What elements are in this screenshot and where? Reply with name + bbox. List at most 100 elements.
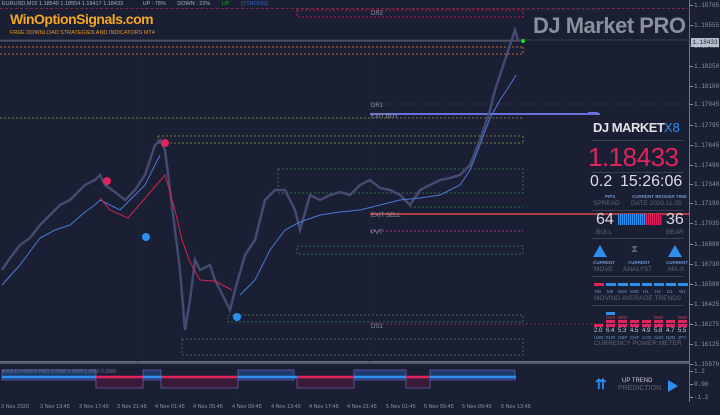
bear-bar (646, 214, 662, 225)
cpm-jpy-value: 5.5 (678, 328, 687, 334)
divider (592, 305, 684, 306)
ma-x-up-icon (668, 245, 682, 257)
down-percent: DOWN : 22% (177, 1, 211, 7)
spread-label: SPREAD (593, 200, 620, 207)
time-tick: 4 Nov 17:45 (309, 404, 339, 410)
chart-info-bar: EURUSD,M15 1.18540 1.18554 1.18417 1.184… (2, 1, 278, 7)
histogram-subwindow[interactable]: WAS DJ HISTO PRO 1.0000 1.0000 1.0000 0.… (0, 362, 690, 402)
bear-label: BEAR (666, 229, 684, 236)
price-axis[interactable]: 1.18705 1.18555 1.18400 1.18250 1.18100 … (689, 0, 720, 415)
level-pvt: PVT (371, 230, 383, 236)
time-tick: 3 Nov 17:45 (79, 404, 109, 410)
time-tick: 4 Nov 21:45 (347, 404, 377, 410)
signal-strength: [STRONG] (241, 1, 268, 7)
spread-value: 0.2 (590, 173, 613, 190)
price-tick: 1.17340 (689, 181, 720, 188)
time-tick: 3 Nov 2020 (1, 404, 30, 410)
tf-m1: M1 (595, 289, 602, 294)
ma-x-caption: CURRENT (666, 260, 688, 265)
price-tick: 1.16580 (689, 281, 720, 288)
tf-m15: M15 (618, 289, 627, 294)
tf-h1: H1 (643, 289, 649, 294)
cpm-aud-value: 5.8 (654, 328, 663, 334)
top-divider (0, 8, 690, 9)
spread-caption: PIPS (605, 194, 616, 199)
ma-m1-indicator (594, 283, 604, 286)
time-tick: 5 Nov 13:45 (501, 404, 531, 410)
divider (592, 172, 684, 173)
panel-title: DJ MARKET (593, 120, 665, 135)
ma-h1-indicator (642, 283, 652, 286)
signal-direction: UP (221, 1, 230, 7)
ma-w1-indicator (678, 283, 688, 286)
panel-price: 1.18433 (588, 142, 679, 172)
double-up-arrow-icon: ⇈ (595, 376, 607, 392)
move-label: MOVE (594, 266, 614, 273)
price-chart[interactable]: EURUSD,M15 1.18540 1.18554 1.18417 1.184… (0, 0, 690, 362)
bull-value: 64 (596, 211, 614, 228)
tf-m30: M30 (630, 289, 639, 294)
cpm-usd-value: 2.0 (594, 328, 603, 334)
analyst-caption: CURRENT (628, 260, 650, 265)
tf-m5: M5 (607, 289, 614, 294)
level-ds1: DS1 (371, 324, 383, 330)
price-tick: 1.16880 (689, 241, 720, 248)
up-percent: UP : 78% (142, 1, 166, 7)
price-tick: 1.18100 (689, 83, 720, 90)
time-axis[interactable]: 3 Nov 2020 3 Nov 13:45 3 Nov 17:45 3 Nov… (0, 402, 690, 415)
broker-time: 15:26:06 (620, 173, 683, 190)
level-dr1: DR1 (371, 103, 384, 109)
prediction-label: PREDICTION (618, 385, 662, 392)
cpm-gbp-value: 5.3 (618, 328, 627, 334)
price-tick: 1.17035 (689, 220, 720, 227)
trend-label: UP TREND (622, 378, 653, 384)
tf-d1: D1 (667, 289, 673, 294)
analyst-label: ANALYST (623, 266, 653, 273)
time-tick: 4 Nov 13:45 (271, 404, 301, 410)
time-tick: 5 Nov 05:45 (424, 404, 454, 410)
site-tagline: FREE DOWNLOAD STRATEGIES AND INDICATORS … (10, 30, 155, 36)
ma-x-label: MA-X (668, 266, 685, 273)
price-tick: 1.16425 (689, 301, 720, 308)
symbol-info: EURUSD,M15 1.18540 1.18554 1.18417 1.184… (2, 1, 124, 7)
brand-title: DJ Market PRO (533, 13, 686, 38)
price-tick: 1.17490 (689, 162, 720, 169)
price-tick: 1.18250 (689, 63, 720, 70)
bull-bar (618, 214, 646, 225)
price-tick: 1.17645 (689, 142, 720, 149)
chart-canvas (0, 9, 690, 362)
cpm-cad-value: 4.9 (642, 328, 651, 334)
cpm-gbp: GBP (618, 335, 628, 340)
time-tick: 5 Nov 09:45 (462, 404, 492, 410)
current-price-label: 1.18433 (691, 38, 719, 47)
ma-d1-indicator (666, 283, 676, 286)
time-tick: 5 Nov 01:45 (386, 404, 416, 410)
time-caption: CURRENT BROKER TIME (632, 194, 687, 199)
time-tick: 3 Nov 21:45 (117, 404, 147, 410)
panel-accent (588, 112, 598, 114)
price-tick: 1.17190 (689, 200, 720, 207)
cpm-chf: CHF (630, 335, 640, 340)
sub-tick: 0.00 (689, 381, 709, 388)
ma-m5-indicator (606, 283, 616, 286)
time-tick: 3 Nov 13:45 (40, 404, 70, 410)
ma-trends-label: MOVING AVERAGE TRENDS (594, 295, 682, 302)
panel-version: X8 (664, 120, 680, 135)
ma-h4-indicator (654, 283, 664, 286)
cpm-aud: AUD (654, 335, 664, 340)
price-tick: 1.17795 (689, 122, 720, 129)
play-icon[interactable] (668, 380, 678, 392)
tf-h4: H4 (655, 289, 661, 294)
time-tick: 4 Nov 09:45 (232, 404, 262, 410)
currency-power-bars (594, 312, 687, 327)
site-logo: WinOptionSignals.com (10, 11, 154, 27)
divider (592, 210, 684, 211)
move-caption: CURRENT (593, 260, 615, 265)
sub-tick: 1.2 (690, 368, 705, 375)
cpm-eur: EUR (606, 335, 616, 340)
time-tick: 4 Nov 05:45 (193, 404, 223, 410)
divider (592, 140, 684, 141)
bull-label: BULL (596, 229, 613, 236)
price-tick: 1.16275 (689, 321, 720, 328)
cpm-cad: CAD (642, 335, 652, 340)
